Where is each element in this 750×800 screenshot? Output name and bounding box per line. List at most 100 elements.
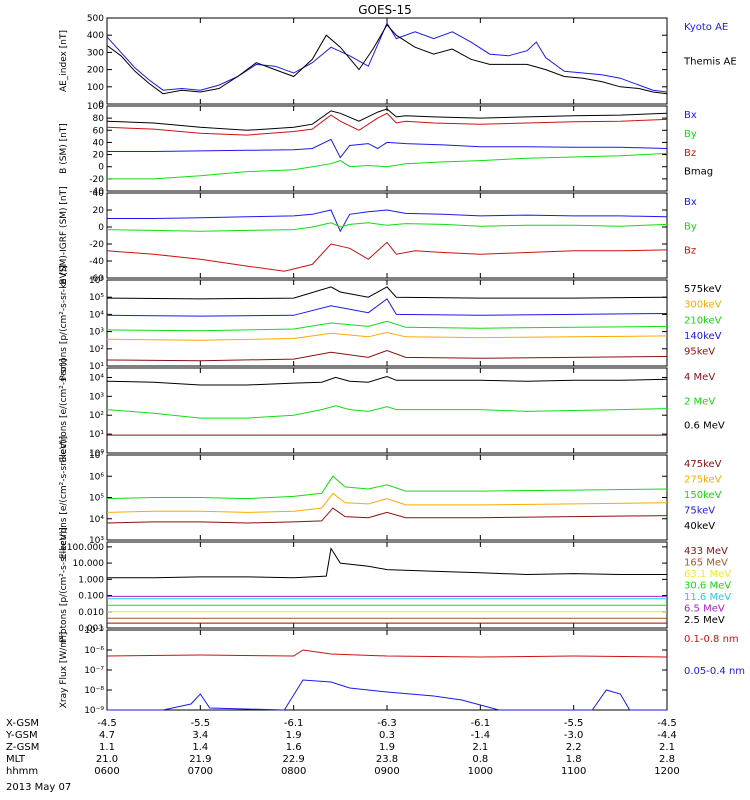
x-axis-value: 2.1: [659, 742, 675, 753]
x-axis-value: -5.5: [191, 718, 211, 729]
x-axis-value: 1.9: [286, 730, 302, 741]
x-axis-value: 4.7: [99, 730, 115, 741]
panel-4: 10⁰ 10¹ 10² 10³ 10⁴ Electrons [e/(cm²-s-sr)] 4…: [59, 359, 725, 463]
y-tick-label: 500: [87, 14, 104, 24]
x-axis-value: -4.5: [97, 718, 117, 729]
y-tick-label: -20: [89, 175, 104, 185]
y-tick-label: -60: [89, 274, 104, 284]
y-tick-label: 400: [87, 31, 104, 41]
y-tick-label: 40: [93, 138, 105, 148]
y-axis-label: Protons [p/(cm²-s-sr-keV)]: [59, 527, 69, 643]
x-axis-value: 22.9: [283, 754, 305, 765]
series-line-bz: [106, 241, 668, 272]
y-tick-label: 100: [87, 83, 104, 93]
y-tick-label: 10⁻⁹: [84, 706, 104, 716]
y-tick-label: 10⁶: [89, 276, 104, 286]
y-tick-label: 20: [93, 206, 105, 216]
x-axis-value: 1.8: [566, 754, 582, 765]
legend-entry: 75keV: [684, 505, 715, 516]
y-tick-label: 80: [93, 114, 105, 124]
series-line-bx: [107, 209, 668, 233]
y-tick-label: 60: [93, 126, 105, 136]
x-axis-value: -4.4: [657, 730, 677, 741]
x-axis-row-label: MLT: [6, 754, 26, 765]
x-axis-row-label: Y-GSM: [5, 730, 38, 741]
series-line-0-6-mev: [106, 375, 668, 386]
panel-3: 10¹ 10² 10³ 10⁴ 10⁵ 10⁶ Protons [p/(cm²-s-sr-k…: [59, 265, 722, 381]
y-tick-label: 10⁵: [89, 494, 104, 504]
x-axis-value: 1100: [561, 766, 586, 777]
x-axis-row-label: X-GSM: [6, 718, 39, 729]
y-tick-label: 10²: [89, 411, 104, 421]
y-tick-label: 300: [87, 48, 104, 58]
y-tick-label: 0: [98, 163, 104, 173]
legend-entry: 95keV: [684, 347, 715, 358]
series-line-275kev: [106, 492, 668, 513]
series-line-95kev: [106, 349, 668, 362]
y-tick-label: 10³: [89, 328, 104, 338]
series-line-575kev: [106, 286, 668, 300]
y-tick-label: 0: [98, 223, 104, 233]
x-axis-value: 21.0: [96, 754, 118, 765]
series-line-by: [106, 222, 668, 232]
y-tick-label: 20: [93, 151, 105, 161]
y-tick-label: 0.010: [78, 608, 104, 618]
panel-2: -60 -40 -20 0 20 40 B (SM)-IGRF (SM) [nT] Bx By B…: [59, 186, 697, 284]
panel-frame: [106, 541, 668, 629]
panel-frame: [106, 192, 668, 279]
y-axis-label: B (SM)-IGRF (SM) [nT]: [59, 186, 69, 284]
y-tick-label: 10⁻⁸: [84, 686, 104, 696]
legend-entry: 433 MeV: [684, 546, 728, 557]
y-tick-label: -40: [89, 257, 104, 267]
legend-entry: 11.6 MeV: [684, 592, 731, 603]
panel-frame: [106, 105, 668, 192]
legend-entry: Kyoto AE: [684, 22, 728, 33]
y-tick-label: 200: [87, 66, 104, 76]
x-axis-value: -6.3: [377, 718, 397, 729]
x-axis-value: 2.8: [659, 754, 675, 765]
y-axis-label: Electrons [e/(cm²-s-sr-keV)]: [59, 436, 69, 559]
series-line-by: [107, 152, 668, 180]
y-tick-label: 100: [87, 102, 104, 112]
y-tick-label: 10⁰: [89, 449, 104, 459]
x-axis-value: -6.1: [471, 718, 491, 729]
legend-entry: 30.6 MeV: [684, 580, 731, 591]
y-tick-label: 10⁵: [89, 293, 104, 303]
legend-entry: Bz: [684, 148, 696, 159]
y-tick-label: 10⁶: [89, 472, 104, 482]
legend-entry: 0.05-0.4 nm: [684, 666, 745, 677]
series-line-bmag: [106, 108, 668, 131]
x-axis-value: 3.4: [192, 730, 208, 741]
y-axis-label: B (SM) [nT]: [59, 123, 69, 174]
y-tick-label: 10⁴: [89, 373, 104, 383]
legend-entry: 0.6 MeV: [684, 421, 725, 432]
series-line-300kev: [106, 331, 668, 341]
x-axis-value: 0700: [188, 766, 213, 777]
y-tick-label: 1.000: [78, 575, 104, 585]
x-axis-value: 1200: [654, 766, 679, 777]
x-axis-value: 1.9: [379, 742, 395, 753]
legend-entry: 210keV: [684, 315, 722, 326]
legend-entry: 2 MeV: [684, 396, 715, 407]
x-axis-value: 2.2: [566, 742, 582, 753]
y-axis-label: Xray Flux [W/m²]: [59, 632, 69, 708]
y-tick-label: 0.100: [78, 592, 104, 602]
y-tick-label: -20: [89, 240, 104, 250]
x-axis-value: 0600: [94, 766, 119, 777]
series-line-kyoto-ae: [106, 22, 668, 93]
y-axis-label: AE_index [nT]: [59, 30, 69, 92]
y-tick-label: 10³: [89, 536, 104, 546]
y-tick-label: 10¹: [89, 430, 104, 440]
legend-entry: Themis AE: [683, 56, 737, 67]
legend-entry: 2.5 MeV: [684, 615, 725, 626]
x-axis-row-label: hhmm: [6, 766, 38, 777]
legend-entry: 63.1 MeV: [684, 569, 731, 580]
panel-6: 0.001 0.010 0.100 1.000 10.000 100.000Protons…: [59, 527, 731, 643]
y-tick-label: 10⁻⁵: [84, 626, 104, 636]
x-axis-value: -3.0: [564, 730, 584, 741]
legend-entry: 150keV: [684, 490, 722, 501]
series-line-2-mev: [106, 405, 668, 419]
x-axis-table: X-GSMY-GSMZ-GSMMLThhmm-4.54.71.121.00600…: [5, 718, 680, 777]
legend-entry: 275keV: [684, 474, 722, 485]
